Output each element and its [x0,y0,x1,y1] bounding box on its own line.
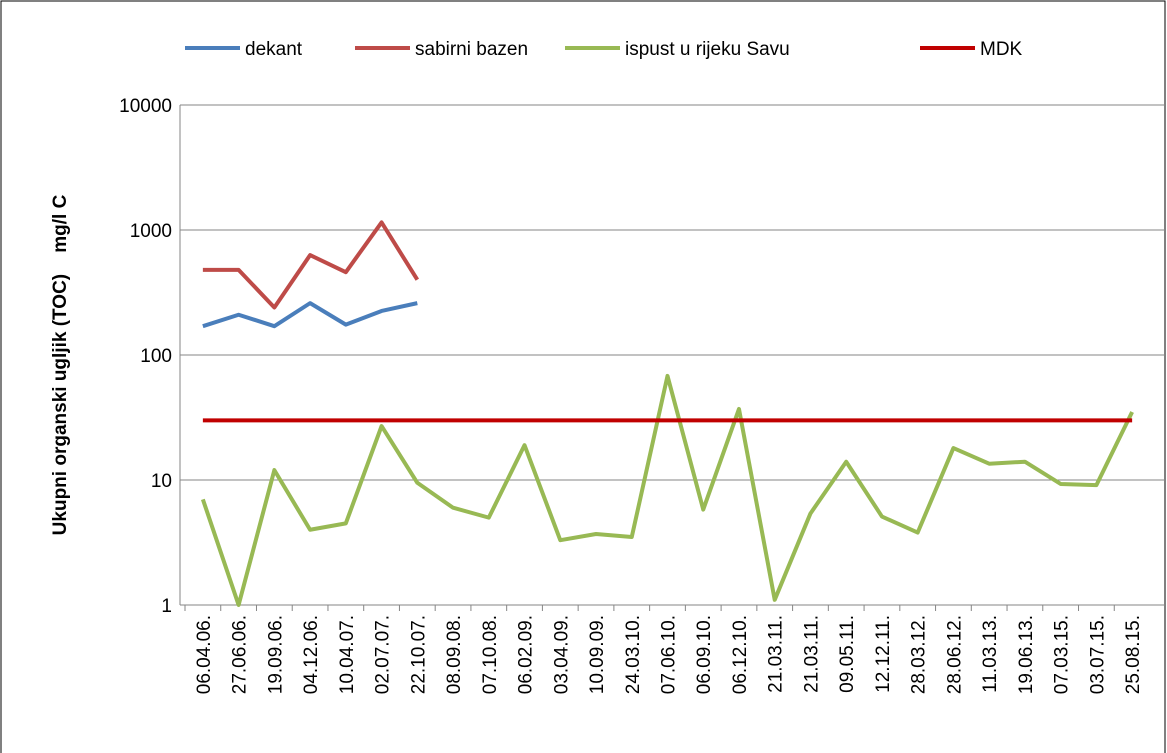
x-tick-label: 03.07.15. [1087,615,1108,694]
y-tick-label: 1 [161,596,172,617]
x-tick-label: 21.03.11. [801,615,822,693]
x-tick-label: 28.06.12. [944,615,965,694]
series-line [200,373,1134,607]
x-tick-label: 09.05.11. [837,615,858,693]
x-tick-label: 10.04.07. [337,615,358,694]
y-tick-label: 1000 [130,221,172,242]
x-tick-label: 07.10.08. [480,615,501,694]
x-tick-label: 24.03.10. [623,615,644,694]
x-tick-label: 06.02.09. [516,615,537,694]
x-tick-label: 04.12.06. [301,615,322,694]
legend-label: sabirni bazen [415,39,528,60]
y-axis-label: Ukupni organski ugljik (TOC) mg/l C [50,194,71,535]
x-tick-label: 11.03.13. [980,615,1001,693]
y-tick-label: 10 [151,471,172,492]
legend-label: ispust u rijeku Savu [625,39,790,60]
legend-label: dekant [245,39,303,60]
x-tick-label: 19.09.06. [265,615,286,694]
x-tick-label: 07.06.10. [659,615,680,694]
y-tick-label: 10000 [119,96,172,117]
x-tick-label: 08.09.08. [444,615,465,694]
x-tick-label: 25.08.15. [1123,615,1144,694]
x-tick-label: 06.09.10. [694,615,715,694]
series-line [202,220,420,310]
x-tick-label: 06.12.10. [730,615,751,694]
legend-label: MDK [980,39,1023,60]
x-tick-label: 03.04.09. [551,615,572,694]
y-tick-label: 100 [140,346,172,367]
x-tick-label: 10.09.09. [587,615,608,694]
series-line [202,301,418,329]
x-tick-label: 06.04.06. [194,615,215,694]
x-tick-label: 07.03.15. [1052,615,1073,694]
x-tick-label: 28.03.12. [909,615,930,694]
x-tick-label: 12.12.11. [873,615,894,693]
x-tick-label: 21.03.11. [766,615,787,693]
x-tick-label: 19.06.13. [1016,615,1037,694]
x-tick-label: 22.10.07. [408,615,429,694]
x-tick-label: 27.06.06. [230,615,251,694]
x-tick-label: 02.07.07. [373,615,394,694]
